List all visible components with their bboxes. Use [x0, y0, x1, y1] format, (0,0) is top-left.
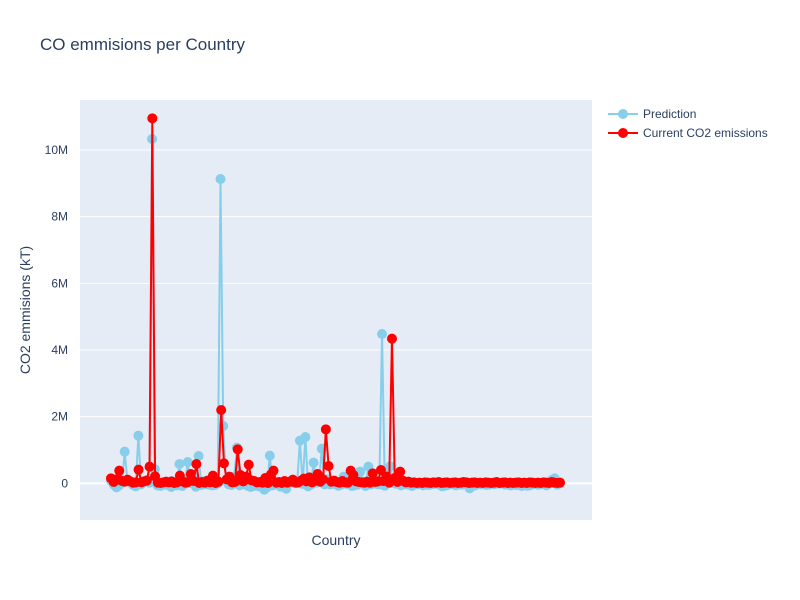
data-point-current-co2[interactable]	[133, 464, 144, 475]
data-point-prediction[interactable]	[264, 450, 275, 461]
data-point-prediction[interactable]	[377, 329, 388, 339]
plot-background	[80, 100, 592, 520]
data-point-prediction[interactable]	[215, 174, 226, 184]
y-tick-label: 0	[61, 476, 68, 490]
data-point-current-co2[interactable]	[141, 475, 152, 486]
data-point-current-co2[interactable]	[144, 461, 155, 472]
x-axis-title: Country	[311, 532, 360, 548]
data-point-current-co2[interactable]	[320, 424, 331, 435]
y-tick-label: 2M	[51, 410, 68, 424]
y-tick-label: 8M	[51, 210, 68, 224]
data-point-current-co2[interactable]	[318, 474, 329, 485]
data-point-current-co2[interactable]	[395, 466, 406, 477]
legend: Prediction Current CO2 emissions	[608, 107, 768, 140]
y-tick-label: 10M	[45, 143, 68, 157]
data-point-current-co2[interactable]	[386, 333, 397, 344]
series-points-current-co2	[106, 113, 565, 488]
y-tick-labels: 0 2M 4M 6M 8M 10M	[45, 143, 69, 490]
data-point-current-co2[interactable]	[367, 468, 378, 479]
data-point-current-co2[interactable]	[218, 458, 229, 469]
data-point-prediction[interactable]	[174, 459, 185, 469]
legend-label-current-co2: Current CO2 emissions	[643, 126, 768, 140]
data-point-current-co2[interactable]	[191, 459, 202, 469]
data-point-current-co2[interactable]	[243, 459, 254, 470]
data-point-current-co2[interactable]	[114, 465, 125, 476]
y-axis-title: CO2 emmisions (kT)	[17, 246, 33, 374]
data-point-prediction[interactable]	[119, 446, 130, 457]
data-point-current-co2[interactable]	[229, 477, 240, 487]
data-point-current-co2[interactable]	[375, 465, 386, 475]
y-tick-label: 4M	[51, 343, 68, 357]
data-point-current-co2[interactable]	[213, 476, 224, 487]
data-point-prediction[interactable]	[300, 432, 311, 442]
data-point-prediction[interactable]	[193, 451, 204, 461]
series-layer	[106, 113, 565, 495]
data-point-prediction[interactable]	[133, 430, 144, 441]
legend-item-current-co2[interactable]: Current CO2 emissions	[608, 126, 768, 140]
data-point-current-co2[interactable]	[147, 113, 158, 124]
legend-label-prediction: Prediction	[643, 107, 696, 121]
data-point-prediction[interactable]	[182, 457, 193, 467]
data-point-current-co2[interactable]	[342, 477, 353, 488]
y-tick-label: 6M	[51, 276, 68, 290]
chart-title: CO emmisions per Country	[40, 35, 246, 54]
data-point-current-co2[interactable]	[268, 465, 279, 476]
data-point-current-co2[interactable]	[232, 444, 243, 455]
legend-marker-prediction	[618, 109, 628, 119]
legend-marker-current-co2	[618, 128, 628, 138]
data-point-current-co2[interactable]	[555, 477, 565, 488]
data-point-current-co2[interactable]	[216, 405, 227, 415]
data-point-current-co2[interactable]	[323, 461, 334, 471]
legend-item-prediction[interactable]: Prediction	[608, 107, 696, 121]
data-point-prediction[interactable]	[308, 457, 319, 468]
data-point-current-co2[interactable]	[263, 478, 274, 488]
